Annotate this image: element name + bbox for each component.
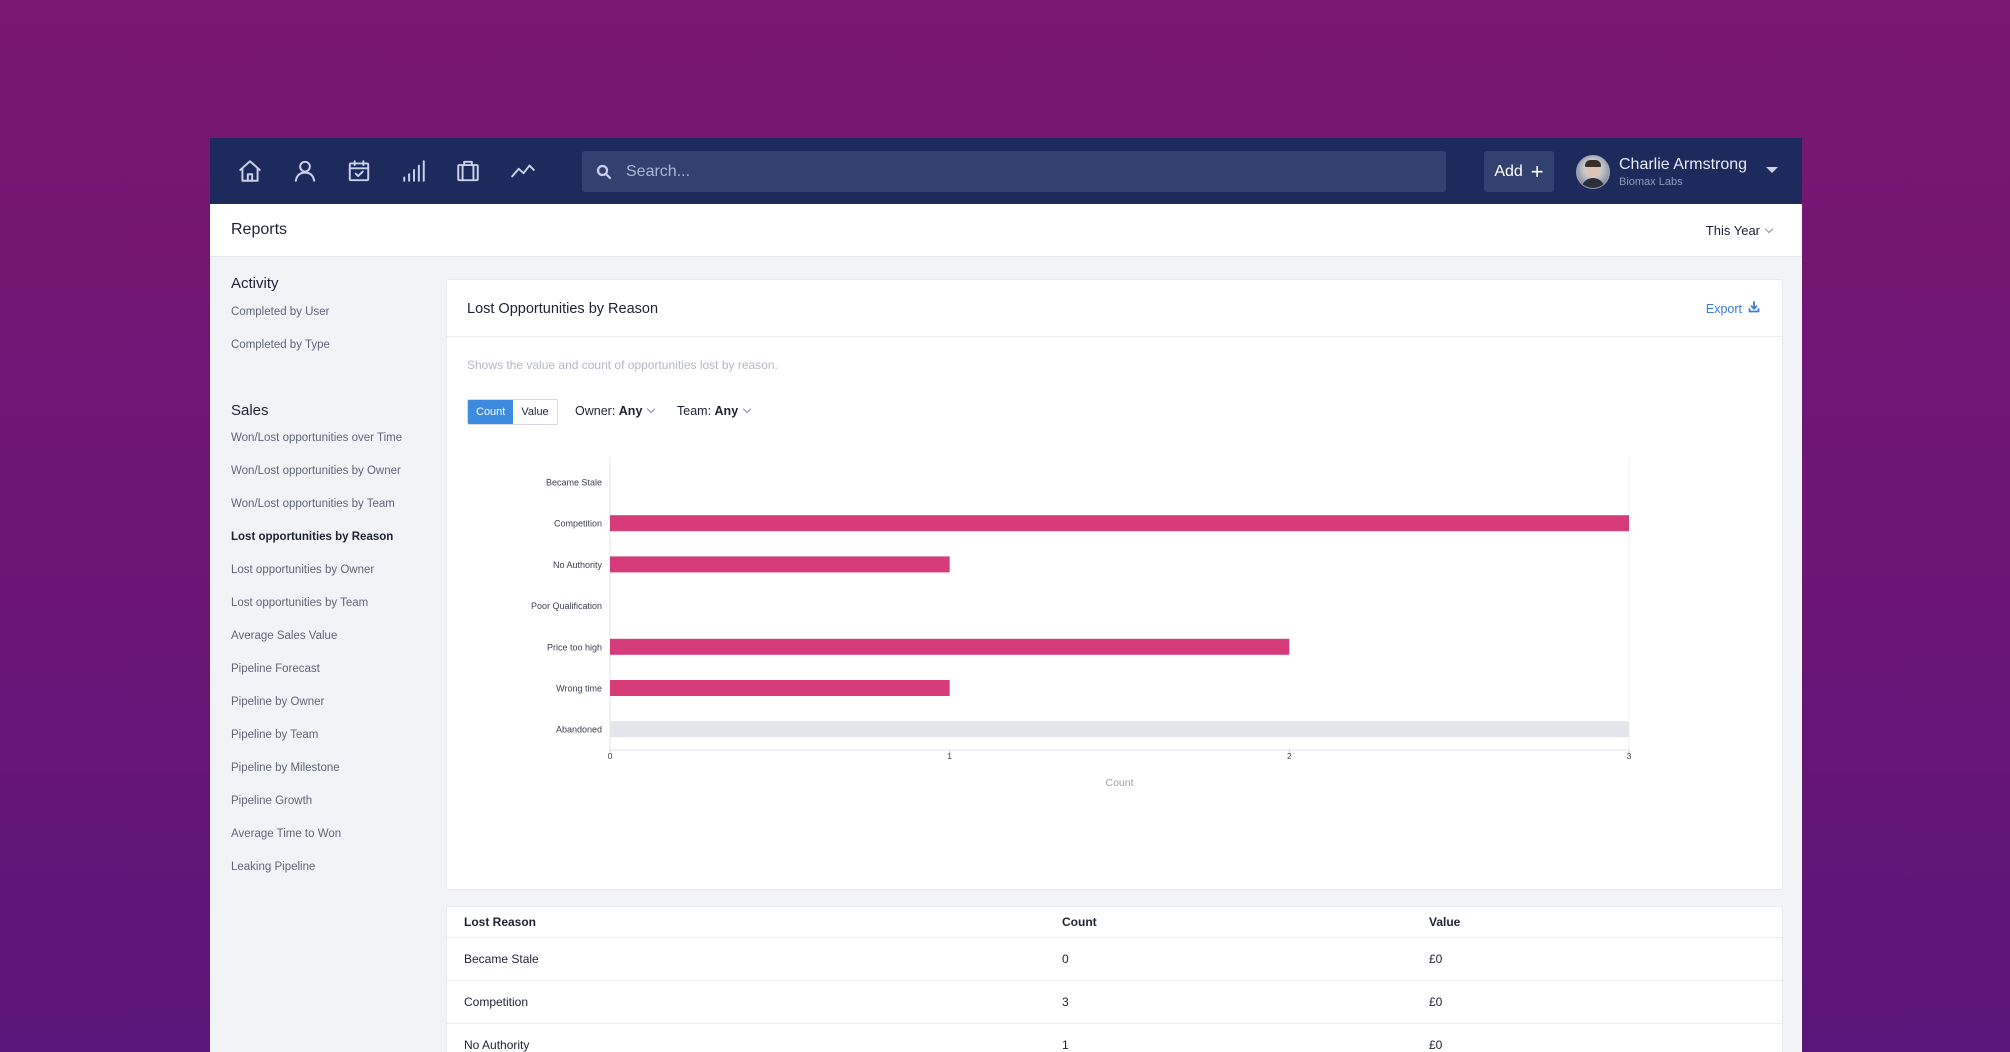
signal-bars-icon[interactable]: [400, 157, 428, 185]
caret-down-icon[interactable]: [1766, 167, 1778, 173]
add-button-label: Add: [1494, 162, 1523, 180]
cell-count: 0: [1062, 937, 1429, 981]
team-filter-dropdown[interactable]: Team: Any: [677, 404, 752, 418]
category-label: Competition: [554, 519, 602, 529]
period-dropdown[interactable]: This Year: [1705, 223, 1774, 238]
calendar-icon[interactable]: [345, 157, 373, 185]
page-header: Reports This Year: [210, 204, 1802, 257]
sidebar-item-pipeline-by-milestone[interactable]: Pipeline by Milestone: [231, 762, 340, 774]
sidebar-item-pipeline-growth[interactable]: Pipeline Growth: [231, 795, 313, 807]
download-icon: [1748, 301, 1760, 316]
search-icon: [596, 164, 612, 180]
cell-count: 3: [1062, 980, 1429, 1024]
user-company: Biomax Labs: [1619, 176, 1683, 188]
sidebar-item-average-sales-value[interactable]: Average Sales Value: [231, 630, 338, 642]
category-label: Wrong time: [556, 684, 602, 694]
cell-lost-reason: Competition: [447, 980, 1062, 1024]
cell-lost-reason: Became Stale: [447, 937, 1062, 981]
sidebar-item-completed-by-type[interactable]: Completed by Type: [231, 339, 330, 351]
sidebar-item-lost-by-team[interactable]: Lost opportunities by Team: [231, 597, 369, 609]
report-title: Lost Opportunities by Reason: [467, 301, 659, 317]
home-icon[interactable]: [236, 157, 264, 185]
column-header-count: Count: [1062, 907, 1429, 938]
sidebar-item-won-lost-by-team[interactable]: Won/Lost opportunities by Team: [231, 498, 395, 510]
chevron-down-icon: [742, 404, 752, 414]
category-label: Price too high: [547, 642, 602, 652]
sidebar-heading-activity: Activity: [231, 275, 279, 292]
lost-reason-table-card: Lost Reason Count Value Became Stale 0 £…: [446, 906, 1783, 1052]
search-input[interactable]: [624, 161, 1408, 182]
report-card: Lost Opportunities by Reason Export Show…: [446, 279, 1783, 890]
sidebar-item-won-lost-over-time[interactable]: Won/Lost opportunities over Time: [231, 432, 403, 444]
sidebar-item-lost-by-reason[interactable]: Lost opportunities by Reason: [231, 531, 394, 543]
plus-icon: +: [1530, 158, 1544, 184]
period-value: This Year: [1705, 223, 1760, 238]
category-label: No Authority: [553, 560, 603, 570]
count-toggle-button[interactable]: Count: [468, 400, 514, 424]
owner-filter-value: Any: [618, 404, 643, 418]
user-name[interactable]: Charlie Armstrong: [1619, 156, 1748, 173]
column-header-lost-reason: Lost Reason: [447, 907, 1062, 938]
category-label: Abandoned: [556, 725, 602, 735]
chevron-down-icon: [1764, 224, 1774, 234]
team-filter-value: Any: [714, 404, 739, 418]
sidebar-item-average-time-to-won[interactable]: Average Time to Won: [231, 828, 342, 840]
owner-filter-dropdown[interactable]: Owner: Any: [575, 404, 656, 418]
report-description: Shows the value and count of opportuniti…: [467, 358, 778, 372]
cell-value: £0: [1429, 980, 1782, 1024]
export-button[interactable]: Export: [1706, 301, 1760, 316]
search-bar[interactable]: [582, 151, 1446, 192]
team-filter-label: Team:: [677, 404, 712, 418]
lost-reason-bar-chart: Became Stale Competition No Authority Poor …: [531, 457, 1632, 789]
page-title: Reports: [231, 221, 288, 238]
card-divider: [447, 336, 1782, 337]
chevron-down-icon: [647, 404, 656, 414]
top-navigation-bar: Add + Charlie Armstrong Biomax Labs: [210, 138, 1802, 204]
category-label: Became Stale: [546, 478, 602, 488]
trend-line-icon[interactable]: [509, 157, 537, 185]
owner-filter-label: Owner:: [575, 404, 616, 418]
sidebar-item-pipeline-forecast[interactable]: Pipeline Forecast: [231, 663, 320, 675]
sidebar-item-won-lost-by-owner[interactable]: Won/Lost opportunities by Owner: [231, 465, 401, 477]
reports-sidebar: Activity Completed by User Completed by …: [210, 256, 440, 1052]
bar: [610, 721, 1629, 738]
app-window: Add + Charlie Armstrong Biomax Labs Repo…: [210, 138, 1802, 1052]
sidebar-item-leaking-pipeline[interactable]: Leaking Pipeline: [231, 861, 316, 873]
cell-value: £0: [1429, 1023, 1782, 1052]
bar: [610, 680, 950, 696]
bar: [610, 638, 1290, 655]
cell-count: 1: [1062, 1023, 1429, 1052]
person-icon[interactable]: [291, 157, 319, 185]
table-row: Became Stale 0 £0: [447, 937, 1782, 981]
sidebar-item-pipeline-by-team[interactable]: Pipeline by Team: [231, 729, 319, 741]
count-value-toggle: Count Value: [467, 399, 558, 425]
add-button[interactable]: Add +: [1484, 151, 1554, 192]
briefcase-icon[interactable]: [454, 157, 482, 185]
x-tick-label: 3: [1627, 751, 1632, 761]
sidebar-heading-sales: Sales: [231, 402, 269, 419]
cell-lost-reason: No Authority: [447, 1023, 1062, 1052]
x-tick-label: 2: [1287, 751, 1292, 761]
table-header-row: Lost Reason Count Value: [447, 907, 1782, 938]
x-tick-label: 1: [947, 751, 952, 761]
x-axis-label: Count: [1105, 777, 1133, 789]
sidebar-item-lost-by-owner[interactable]: Lost opportunities by Owner: [231, 564, 375, 576]
category-label: Poor Qualification: [531, 601, 602, 611]
cell-value: £0: [1429, 937, 1782, 981]
bar: [610, 556, 950, 573]
table-row: No Authority 1 £0: [447, 1023, 1782, 1052]
export-label: Export: [1705, 301, 1742, 316]
table-row: Competition 3 £0: [447, 980, 1782, 1024]
lost-reason-table: Lost Reason Count Value Became Stale 0 £…: [447, 907, 1782, 1052]
bar: [610, 515, 1629, 532]
sidebar-item-pipeline-by-owner[interactable]: Pipeline by Owner: [231, 696, 325, 708]
x-tick-label: 0: [608, 751, 613, 761]
value-toggle-button[interactable]: Value: [513, 400, 557, 424]
sidebar-item-completed-by-user[interactable]: Completed by User: [231, 306, 330, 318]
avatar[interactable]: [1576, 155, 1610, 189]
column-header-value: Value: [1429, 907, 1782, 938]
